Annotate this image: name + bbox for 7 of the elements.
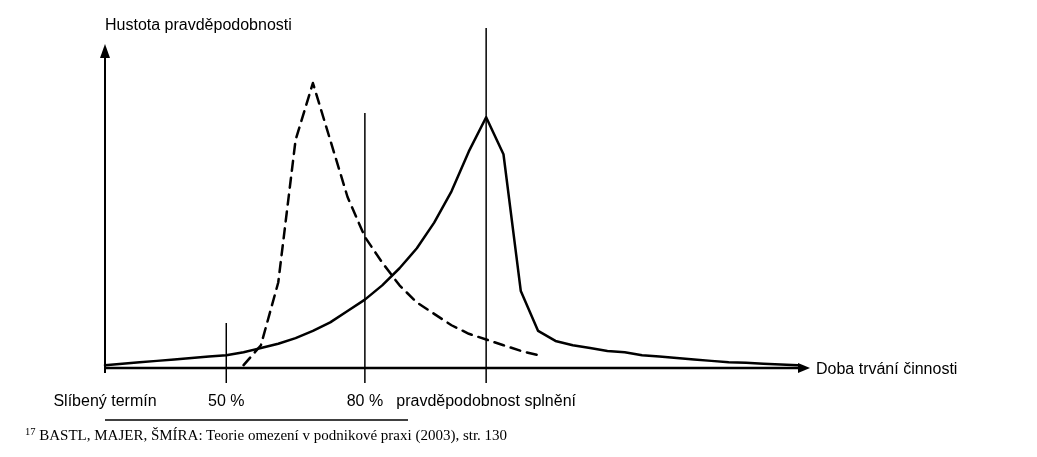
text: $^{17}$ BASTL, MAJER, ŠMÍRA: Teorie omezení v podnikové praxi (2003), str. 130 (25, 425, 508, 444)
x-tick-label: pravděpodobnost splnění (396, 392, 577, 409)
x-tick-label: 80 % (346, 392, 384, 409)
x-tick-label: 50 % (208, 392, 245, 409)
x-axis-title: Doba trvání činnosti (816, 360, 958, 377)
x-tick-label: Slíbený termín (53, 392, 157, 409)
y-axis-title: Hustota pravděpodobnosti (105, 16, 292, 33)
